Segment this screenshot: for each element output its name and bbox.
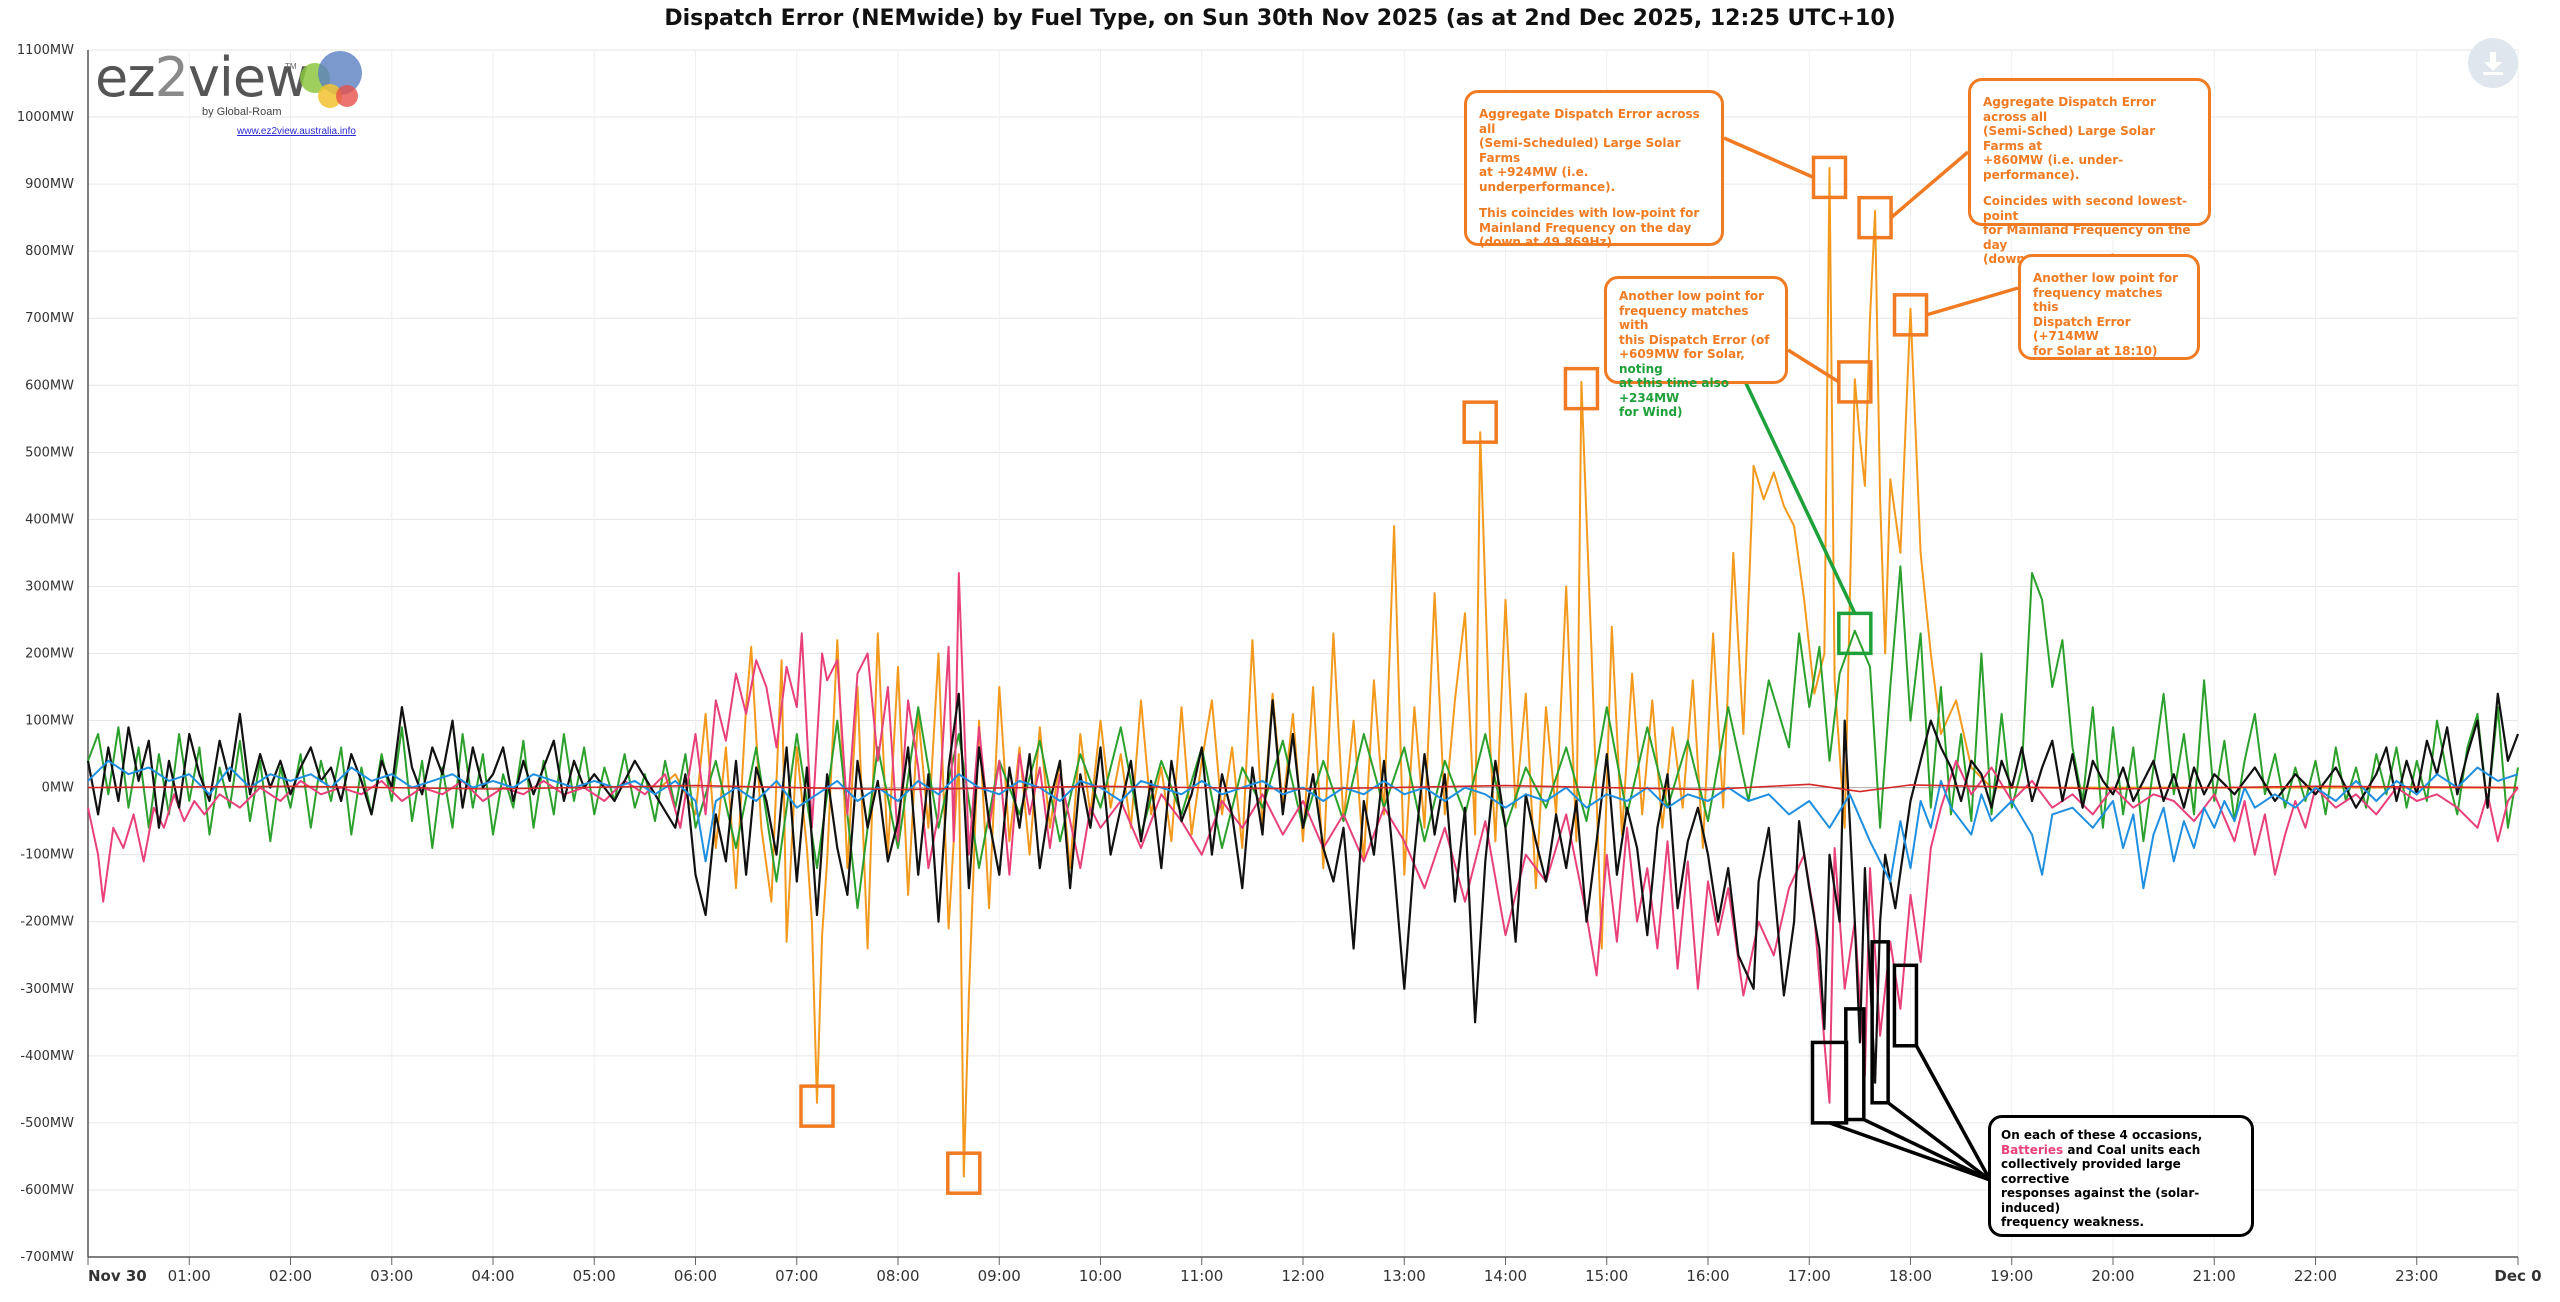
y-tick-label: 800MW: [25, 244, 74, 259]
logo-link[interactable]: www.ez2view.australia.info: [237, 126, 356, 137]
y-tick-label: 200MW: [25, 647, 74, 662]
y-tick-label: 400MW: [25, 512, 74, 527]
callout-solar-609: Another low point for frequency matches …: [1604, 276, 1788, 419]
series-other: [87, 783, 2519, 793]
series-lines: [86, 167, 2520, 1178]
download-icon: [2483, 52, 2503, 75]
marker-orange-3: [1462, 400, 1498, 444]
y-tick-label: 1000MW: [17, 110, 74, 125]
x-tick-label: 19:00: [1990, 1267, 2033, 1285]
x-tick-label: Dec 0: [2494, 1267, 2541, 1285]
x-tick-label: 23:00: [2395, 1267, 2438, 1285]
callout-solar-860: Aggregate Dispatch Error across all (Sem…: [1968, 78, 2211, 266]
y-tick-label: 300MW: [25, 579, 74, 594]
annotation-leaders: [1723, 136, 2019, 1182]
y-tick-label: 100MW: [25, 714, 74, 729]
y-tick-label: -600MW: [20, 1183, 74, 1198]
series-solar: [659, 167, 2518, 1178]
logo-byline: by Global-Roam: [202, 106, 282, 118]
x-tick-label: 16:00: [1686, 1267, 1729, 1285]
y-tick-label: 1100MW: [17, 43, 74, 58]
leader-black-1: [1828, 1121, 1991, 1182]
series-hydro: [87, 759, 2519, 890]
callout-solar-714: Another low point for frequency matches …: [2018, 254, 2200, 360]
x-tick-label: 11:00: [1180, 1267, 1223, 1285]
x-tick-label: 14:00: [1484, 1267, 1527, 1285]
marker-black-2: [1844, 1007, 1866, 1122]
download-button[interactable]: [2468, 38, 2518, 88]
y-tick-label: 900MW: [25, 177, 74, 192]
series-wind: [87, 565, 2519, 910]
x-tick-label: 08:00: [876, 1267, 919, 1285]
x-tick-label: 13:00: [1383, 1267, 1426, 1285]
x-tick-label: 09:00: [978, 1267, 1021, 1285]
leader-solar-924: [1723, 136, 1815, 180]
leader-solar-714: [1926, 286, 2019, 317]
annotation-markers: [799, 155, 1929, 1195]
y-tick-label: -500MW: [20, 1116, 74, 1131]
leader-solar-860: [1889, 150, 1970, 219]
logo-wordmark: ez2view: [95, 46, 309, 109]
x-tick-label: 06:00: [674, 1267, 717, 1285]
x-tick-label: 21:00: [2193, 1267, 2236, 1285]
x-tick-label: 03:00: [370, 1267, 413, 1285]
logo-trademark: TM: [285, 62, 297, 71]
y-tick-label: 0MW: [42, 781, 74, 796]
series-coal: [86, 692, 2520, 1084]
x-tick-label: 04:00: [471, 1267, 514, 1285]
x-tick-label: 07:00: [775, 1267, 818, 1285]
x-tick-label: 10:00: [1079, 1267, 1122, 1285]
y-tick-label: 500MW: [25, 445, 74, 460]
y-tick-label: -100MW: [20, 848, 74, 863]
marker-orange-1: [799, 1084, 835, 1128]
chart-title: Dispatch Error (NEMwide) by Fuel Type, o…: [664, 6, 1896, 31]
logo-circles-icon: [300, 51, 362, 108]
leader-black-3: [1887, 1101, 1992, 1182]
leader-wind-234: [1733, 359, 1857, 615]
marker-orange-2: [946, 1151, 982, 1195]
marker-black-3: [1870, 940, 1890, 1105]
y-tick-label: -400MW: [20, 1049, 74, 1064]
marker-black-4: [1892, 963, 1919, 1048]
x-tick-label: 05:00: [573, 1267, 616, 1285]
x-tick-label: Nov 30: [88, 1267, 147, 1285]
y-tick-label: 700MW: [25, 311, 74, 326]
leader-black-4: [1914, 1044, 1992, 1181]
x-tick-label: 15:00: [1585, 1267, 1628, 1285]
marker-orange-4: [1563, 366, 1600, 411]
leader-black-2: [1863, 1117, 1991, 1182]
y-tick-label: -300MW: [20, 982, 74, 997]
x-tick-label: 18:00: [1889, 1267, 1932, 1285]
leader-solar-609: [1787, 348, 1840, 384]
callout-solar-924: Aggregate Dispatch Error across all (Sem…: [1464, 90, 1724, 249]
x-tick-label: 02:00: [269, 1267, 312, 1285]
x-tick-label: 12:00: [1281, 1267, 1324, 1285]
y-tick-label: -700MW: [20, 1250, 74, 1265]
x-tick-label: 01:00: [168, 1267, 211, 1285]
x-tick-label: 17:00: [1788, 1267, 1831, 1285]
x-tick-label: 22:00: [2294, 1267, 2337, 1285]
y-tick-label: -200MW: [20, 915, 74, 930]
x-tick-label: 20:00: [2091, 1267, 2134, 1285]
ez2view-logo: ez2view TM by Global-Roam www.ez2view.au…: [95, 48, 375, 148]
y-tick-label: 600MW: [25, 378, 74, 393]
callout-batteries-coal: On each of these 4 occasions, Batteries …: [1988, 1115, 2254, 1237]
